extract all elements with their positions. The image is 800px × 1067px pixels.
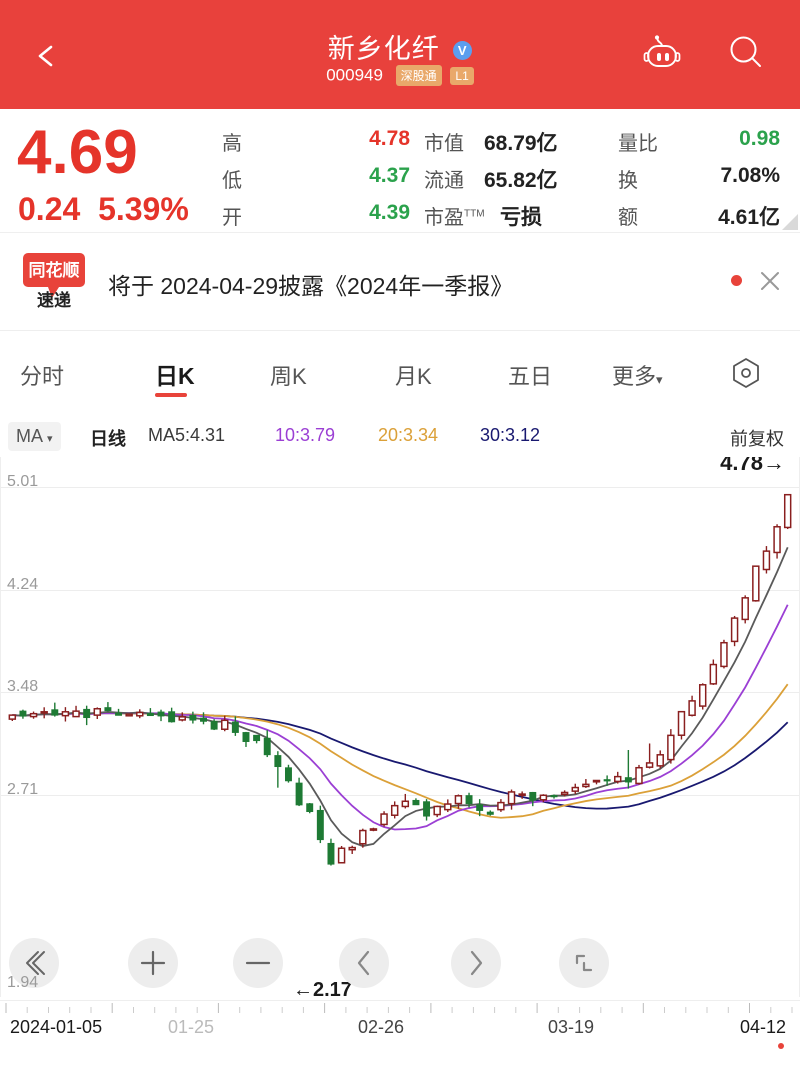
svg-text:同花顺: 同花顺: [29, 260, 80, 280]
svg-text:速递: 速递: [37, 290, 71, 309]
